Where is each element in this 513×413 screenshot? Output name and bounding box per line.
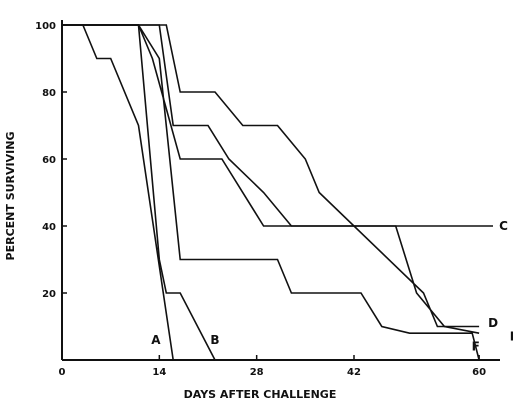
curve-d [62,24,480,328]
curve-label-a: A [151,333,161,347]
curve-f [62,24,480,361]
curve-label-e: E [510,330,513,344]
curve-label-f: F [472,340,480,354]
curve-labels: A B C DE F [151,219,513,354]
curve-label-b: B [210,333,219,347]
y-tick-label: 100 [35,21,56,32]
y-tick-label: 60 [42,155,56,166]
x-tick-label: 60 [472,367,486,378]
curve-b [62,24,216,361]
y-tick-label: 40 [42,222,56,233]
x-axis-title: DAYS AFTER CHALLENGE [184,388,337,401]
y-axis-title: PERCENT SURVIVING [4,132,17,261]
y-tick-label: 20 [42,289,56,300]
x-tick-label: 42 [347,367,361,378]
x-tick-label: 0 [59,367,66,378]
y-tick-label: 80 [42,88,56,99]
x-tick-label: 28 [250,367,264,378]
axes: 0 14 28 42 60 20 40 60 80 100 [35,20,500,378]
survival-curves [62,24,493,361]
curve-label-d: D [488,316,498,330]
curve-e [62,24,480,334]
curve-label-c: C [499,219,508,233]
x-tick-label: 14 [152,367,166,378]
